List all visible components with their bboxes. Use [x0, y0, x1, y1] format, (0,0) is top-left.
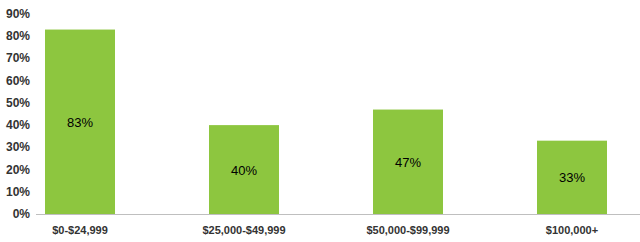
data-label: 40% [231, 163, 257, 178]
bar [45, 30, 115, 214]
chart-svg: 0% 10% 20% 30% 40% 50% 60% 70% 80% 90% 83% 40% 47% 33… [0, 0, 640, 242]
y-tick-label: 10% [6, 185, 30, 199]
chart-container: 0% 10% 20% 30% 40% 50% 60% 70% 80% 90% 83% 40% 47% 33… [0, 0, 640, 242]
y-tick-label: 90% [6, 7, 30, 21]
bar [373, 110, 443, 214]
data-label: 83% [67, 115, 93, 130]
x-tick-label: $25,000-$49,999 [202, 224, 285, 236]
x-tick-label: $50,000-$99,999 [366, 224, 449, 236]
bar [537, 141, 607, 214]
y-tick-label: 60% [6, 74, 30, 88]
bar [209, 125, 279, 214]
data-label: 47% [395, 155, 421, 170]
y-tick-label: 70% [6, 51, 30, 65]
y-tick-label: 40% [6, 118, 30, 132]
bars [45, 30, 607, 214]
y-tick-label: 20% [6, 163, 30, 177]
x-tick-label: $0-$24,999 [52, 224, 108, 236]
x-axis-line [36, 214, 640, 215]
y-tick-label: 0% [13, 207, 31, 221]
y-tick-label: 50% [6, 96, 30, 110]
data-label: 33% [559, 170, 585, 185]
x-tick-label: $100,000+ [546, 224, 598, 236]
y-tick-label: 30% [6, 140, 30, 154]
y-tick-label: 80% [6, 29, 30, 43]
